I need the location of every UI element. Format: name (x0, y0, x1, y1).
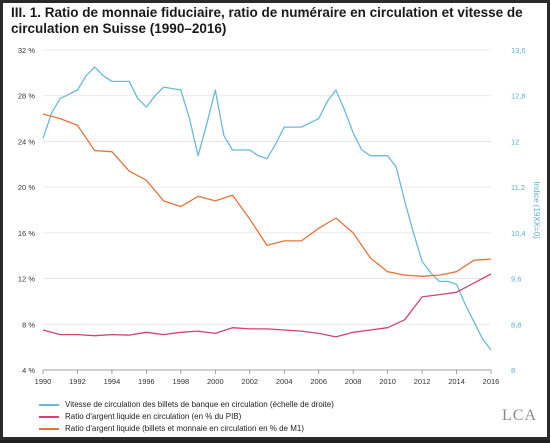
x-tick-label: 2004 (276, 377, 293, 386)
x-tick-label: 2016 (483, 377, 500, 386)
y2-tick-label: 12 (511, 137, 519, 146)
y-tick-label: 16 % (18, 229, 35, 238)
x-tick-label: 2012 (414, 377, 431, 386)
x-tick-label: 2002 (241, 377, 258, 386)
y-tick-label: 28 % (18, 92, 35, 101)
y-tick-label: 8 % (22, 320, 35, 329)
y2-tick-label: 11,2 (511, 183, 525, 192)
y2-tick-label: 12,8 (511, 92, 526, 101)
x-tick-label: 1994 (104, 377, 121, 386)
x-tick-label: 2000 (207, 377, 224, 386)
legend-label-m1-ratio: Ratio d'argent liquide (billets et monna… (65, 424, 304, 433)
chart-legend: Vitesse de circulation des billets de ba… (39, 399, 479, 435)
legend-swatch-gdp-ratio (39, 416, 59, 418)
x-tick-label: 1990 (35, 377, 52, 386)
y2-tick-label: 8 (511, 366, 515, 375)
series-line-velocity (42, 66, 492, 351)
x-tick-label: 2014 (448, 377, 465, 386)
series-line-gdp-ratio (42, 273, 492, 338)
x-tick-label: 1992 (69, 377, 86, 386)
x-tick-label: 2010 (379, 377, 396, 386)
legend-item-velocity: Vitesse de circulation des billets de ba… (39, 399, 479, 411)
y-tick-label: 32 % (18, 46, 35, 55)
chart-title: III. 1. Ratio de monnaie fiduciaire, rat… (11, 5, 523, 36)
line-chart: 4 % 8 % 12 % 16 % 20 % 24 % 28 % 32 % 8 8,8 9,6 10,… (18, 46, 541, 386)
x-tick-label: 2006 (310, 377, 327, 386)
y-tick-label: 24 % (18, 137, 35, 146)
y2-tick-label: 10,4 (511, 229, 526, 238)
x-tick-label: 1996 (138, 377, 155, 386)
y2-tick-label: 9,6 (511, 275, 521, 284)
legend-item-gdp-ratio: Ratio d'argent liquide en circulation (e… (39, 411, 479, 423)
legend-swatch-velocity (39, 404, 59, 406)
legend-label-gdp-ratio: Ratio d'argent liquide en circulation (e… (65, 412, 242, 421)
y2-tick-label: 8,8 (511, 320, 521, 329)
x-tick-label: 2008 (345, 377, 362, 386)
legend-item-m1-ratio: Ratio d'argent liquide (billets et monna… (39, 423, 479, 435)
y2-axis-label: Indice (19XX=0) (532, 181, 541, 239)
series-line-m1-ratio (42, 113, 492, 277)
y-tick-label: 20 % (18, 183, 35, 192)
y2-tick-label: 13,6 (511, 46, 526, 55)
legend-label-velocity: Vitesse de circulation des billets de ba… (65, 400, 334, 409)
lca-logo: LCA (502, 407, 537, 424)
y-tick-label: 12 % (18, 275, 35, 284)
y-tick-label: 4 % (22, 366, 35, 375)
legend-swatch-m1-ratio (39, 428, 59, 430)
x-tick-label: 1998 (173, 377, 190, 386)
